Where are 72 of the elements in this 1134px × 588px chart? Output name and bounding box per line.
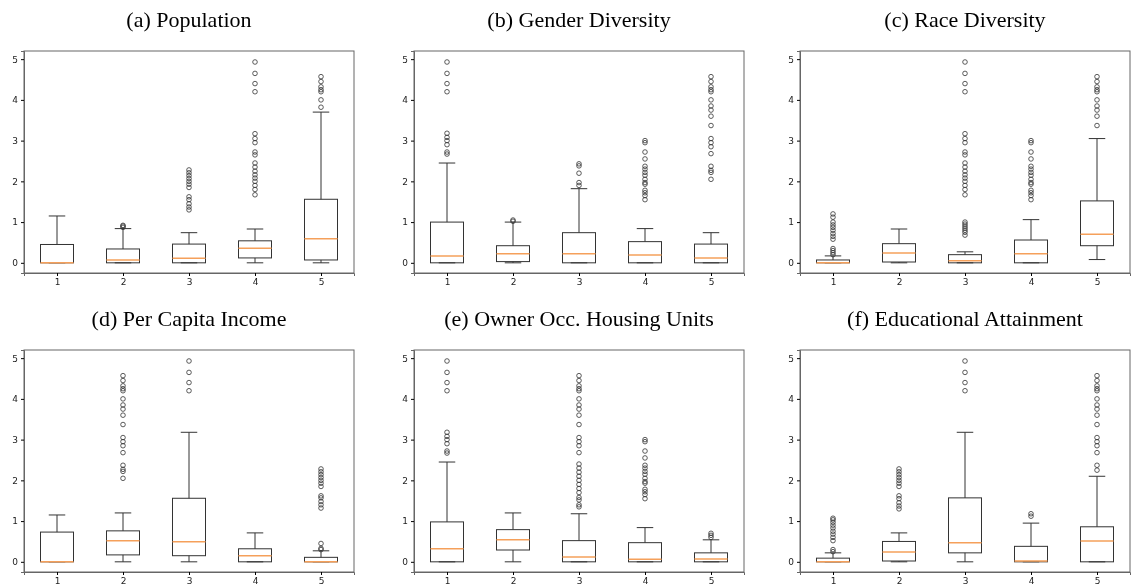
x-tick-label: 5 [708,576,715,587]
y-tick-label: 3 [12,434,18,445]
x-tick-label: 1 [830,576,837,587]
x-tick-label: 2 [120,576,127,587]
y-tick-label: 5 [402,353,408,364]
y-tick-label: 0 [402,258,409,269]
y-tick-label: 2 [788,475,794,486]
x-tick-label: 3 [576,576,583,587]
chart-title: (b) Gender Diversity [487,7,671,32]
chart-title: (a) Population [126,7,252,32]
y-tick-label: 0 [402,557,409,568]
y-tick-label: 5 [402,54,408,65]
y-tick-label: 0 [788,258,795,269]
chart-title: (d) Per Capita Income [91,306,287,331]
y-tick-label: 0 [788,557,795,568]
x-tick-label: 2 [510,576,517,587]
y-tick-label: 2 [12,475,18,486]
y-tick-label: 4 [788,394,795,405]
x-tick-label: 3 [962,576,969,587]
x-tick-label: 2 [120,277,127,288]
x-tick-label: 4 [1028,576,1035,587]
x-tick-label: 5 [1094,277,1101,288]
y-tick-label: 3 [12,135,18,146]
x-tick-label: 3 [186,277,193,288]
x-tick-label: 1 [444,277,451,288]
x-tick-label: 5 [318,277,325,288]
y-tick-label: 0 [12,258,19,269]
y-tick-label: 5 [12,54,18,65]
x-tick-label: 4 [252,277,259,288]
x-tick-label: 3 [962,277,969,288]
y-tick-label: 1 [402,217,408,228]
y-tick-label: 1 [12,516,18,527]
y-tick-label: 5 [788,353,794,364]
x-tick-label: 5 [318,576,325,587]
y-tick-label: 3 [402,135,408,146]
y-tick-label: 2 [402,176,408,187]
y-tick-label: 4 [402,394,409,405]
y-tick-label: 4 [788,95,795,106]
y-tick-label: 1 [12,217,18,228]
y-tick-label: 4 [402,95,409,106]
x-tick-label: 2 [896,576,903,587]
x-tick-label: 1 [830,277,837,288]
y-tick-label: 2 [12,176,18,187]
x-tick-label: 5 [708,277,715,288]
chart-title: (e) Owner Occ. Housing Units [444,306,714,331]
x-tick-label: 3 [576,277,583,288]
x-tick-label: 3 [186,576,193,587]
y-tick-label: 3 [788,434,794,445]
x-tick-label: 5 [1094,576,1101,587]
x-tick-label: 4 [642,576,649,587]
y-tick-label: 5 [12,353,18,364]
x-tick-label: 2 [896,277,903,288]
chart-title: (c) Race Diversity [884,7,1046,32]
y-tick-label: 5 [788,54,794,65]
y-tick-label: 4 [12,95,19,106]
x-tick-label: 2 [510,277,517,288]
y-tick-label: 4 [12,394,19,405]
y-tick-label: 3 [788,135,794,146]
y-tick-label: 1 [788,516,794,527]
x-tick-label: 1 [444,576,451,587]
y-tick-label: 3 [402,434,408,445]
y-tick-label: 1 [402,516,408,527]
chart-title: (f) Educational Attainment [847,306,1083,331]
x-tick-label: 4 [1028,277,1035,288]
x-tick-label: 1 [54,576,61,587]
y-tick-label: 1 [788,217,794,228]
y-tick-label: 2 [788,176,794,187]
y-tick-label: 2 [402,475,408,486]
x-tick-label: 4 [642,277,649,288]
x-tick-label: 1 [54,277,61,288]
y-tick-label: 0 [12,557,19,568]
x-tick-label: 4 [252,576,259,587]
